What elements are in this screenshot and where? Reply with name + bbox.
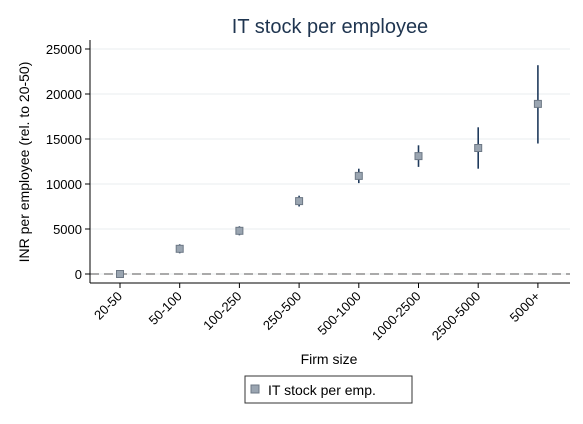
legend-marker	[250, 384, 260, 394]
chart-title: IT stock per employee	[232, 16, 428, 38]
data-point	[116, 270, 124, 278]
data-point	[354, 171, 363, 180]
x-tick-label: 50-100	[146, 289, 185, 328]
legend-label: IT stock per emp.	[268, 382, 376, 398]
y-tick-label: 5000	[53, 222, 82, 237]
y-tick-label: 20000	[46, 87, 82, 102]
y-tick-label: 15000	[46, 132, 82, 147]
y-tick-label: 25000	[46, 42, 82, 57]
x-axis-ticks: 20-50 50-100 100-250 250-500 500-1000 1000-25…	[91, 283, 543, 343]
x-tick-label: 1000-2500	[369, 289, 424, 344]
data-point	[235, 226, 244, 235]
x-tick-label: 2500-5000	[429, 289, 484, 344]
confidence-intervals	[178, 65, 539, 254]
y-axis-ticks: 0 5000 10000 15000 20000 25000	[46, 42, 90, 282]
x-tick-label: 100-250	[200, 289, 244, 333]
y-tick-label: 10000	[46, 177, 82, 192]
x-tick-label: 500-1000	[314, 289, 363, 338]
grid-lines	[90, 48, 570, 275]
y-axis-label: INR per employee (rel. to 20-50)	[16, 62, 32, 263]
data-point	[533, 99, 542, 108]
legend: IT stock per emp.	[244, 375, 413, 404]
data-point	[175, 244, 184, 253]
y-tick-label: 0	[75, 267, 82, 282]
data-point	[414, 152, 423, 161]
data-point	[295, 197, 304, 206]
data-point	[474, 144, 483, 152]
legend-box	[244, 375, 413, 404]
x-axis-label: Firm size	[301, 351, 358, 367]
x-tick-label: 20-50	[91, 289, 125, 323]
x-tick-label: 5000+	[507, 289, 543, 325]
x-tick-label: 250-500	[260, 289, 304, 333]
data-points	[116, 99, 542, 278]
